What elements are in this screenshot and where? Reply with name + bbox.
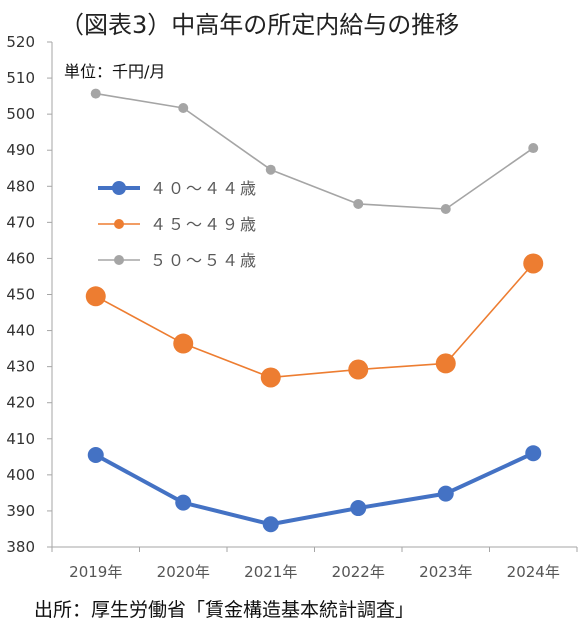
data-point xyxy=(175,494,192,511)
series-1 xyxy=(87,445,542,533)
unit-label: 単位：千円/月 xyxy=(64,62,165,81)
data-point xyxy=(353,198,364,209)
y-axis: 380 390 400 410 420 430 440 450 460 470 480 490 500 5… xyxy=(6,33,53,556)
series-2 xyxy=(85,253,544,388)
data-point xyxy=(90,88,101,99)
y-tick-label: 400 xyxy=(6,466,35,484)
y-tick-label: 410 xyxy=(6,430,35,448)
data-point xyxy=(525,445,542,462)
chart-title: （図表3）中高年の所定内給与の推移 xyxy=(60,11,459,39)
data-point xyxy=(350,500,367,517)
y-tick-label: 520 xyxy=(6,33,35,51)
y-tick-label: 380 xyxy=(6,538,35,556)
data-point xyxy=(260,367,281,388)
legend-marker xyxy=(114,255,124,265)
legend-item: ４０～４４歳 xyxy=(98,179,258,198)
data-point xyxy=(87,447,104,464)
y-tick-label: 390 xyxy=(6,502,35,520)
source-note: 出所：厚生労働省「賃金構造基本統計調査」 xyxy=(34,599,415,621)
data-point xyxy=(528,143,539,154)
data-point xyxy=(440,204,451,215)
series-line xyxy=(95,92,534,210)
legend-label: ４０～４４歳 xyxy=(150,179,258,198)
data-point xyxy=(173,333,194,354)
data-point xyxy=(437,485,454,502)
y-tick-label: 470 xyxy=(6,213,35,231)
plot-series xyxy=(85,88,544,533)
data-point xyxy=(523,253,544,274)
x-axis: 2019年 2020年 2021年 2022年 2023年 2024年 xyxy=(51,546,578,581)
x-tick-label: 2023年 xyxy=(419,563,472,581)
data-point xyxy=(265,164,276,175)
x-tick-label: 2022年 xyxy=(332,563,385,581)
y-tick-label: 460 xyxy=(6,249,35,267)
y-tick-label: 480 xyxy=(6,177,35,195)
y-tick-label: 500 xyxy=(6,105,35,123)
y-tick-label: 510 xyxy=(6,69,35,87)
data-point xyxy=(348,359,369,380)
legend-item: ４５～４９歳 xyxy=(98,215,258,234)
y-tick-label: 420 xyxy=(6,394,35,412)
legend-item: ５０～５４歳 xyxy=(98,251,258,270)
y-tick-label: 430 xyxy=(6,358,35,376)
legend-marker xyxy=(112,181,126,195)
series-3 xyxy=(90,88,539,215)
x-tick-label: 2021年 xyxy=(244,563,297,581)
data-point xyxy=(262,516,279,533)
y-tick-label: 450 xyxy=(6,286,35,304)
x-tick-label: 2024年 xyxy=(507,563,560,581)
legend-label: ４５～４９歳 xyxy=(150,215,258,234)
data-point xyxy=(178,103,189,114)
data-point xyxy=(435,353,456,374)
y-tick-label: 440 xyxy=(6,322,35,340)
x-tick-label: 2020年 xyxy=(157,563,210,581)
legend-label: ５０～５４歳 xyxy=(150,251,258,270)
series-line xyxy=(95,262,534,379)
legend: ４０～４４歳 ４５～４９歳 ５０～５４歳 xyxy=(98,179,258,270)
legend-marker xyxy=(114,219,124,229)
series-line xyxy=(94,451,535,527)
data-point xyxy=(85,286,106,307)
x-tick-label: 2019年 xyxy=(69,563,122,581)
y-tick-label: 490 xyxy=(6,141,35,159)
